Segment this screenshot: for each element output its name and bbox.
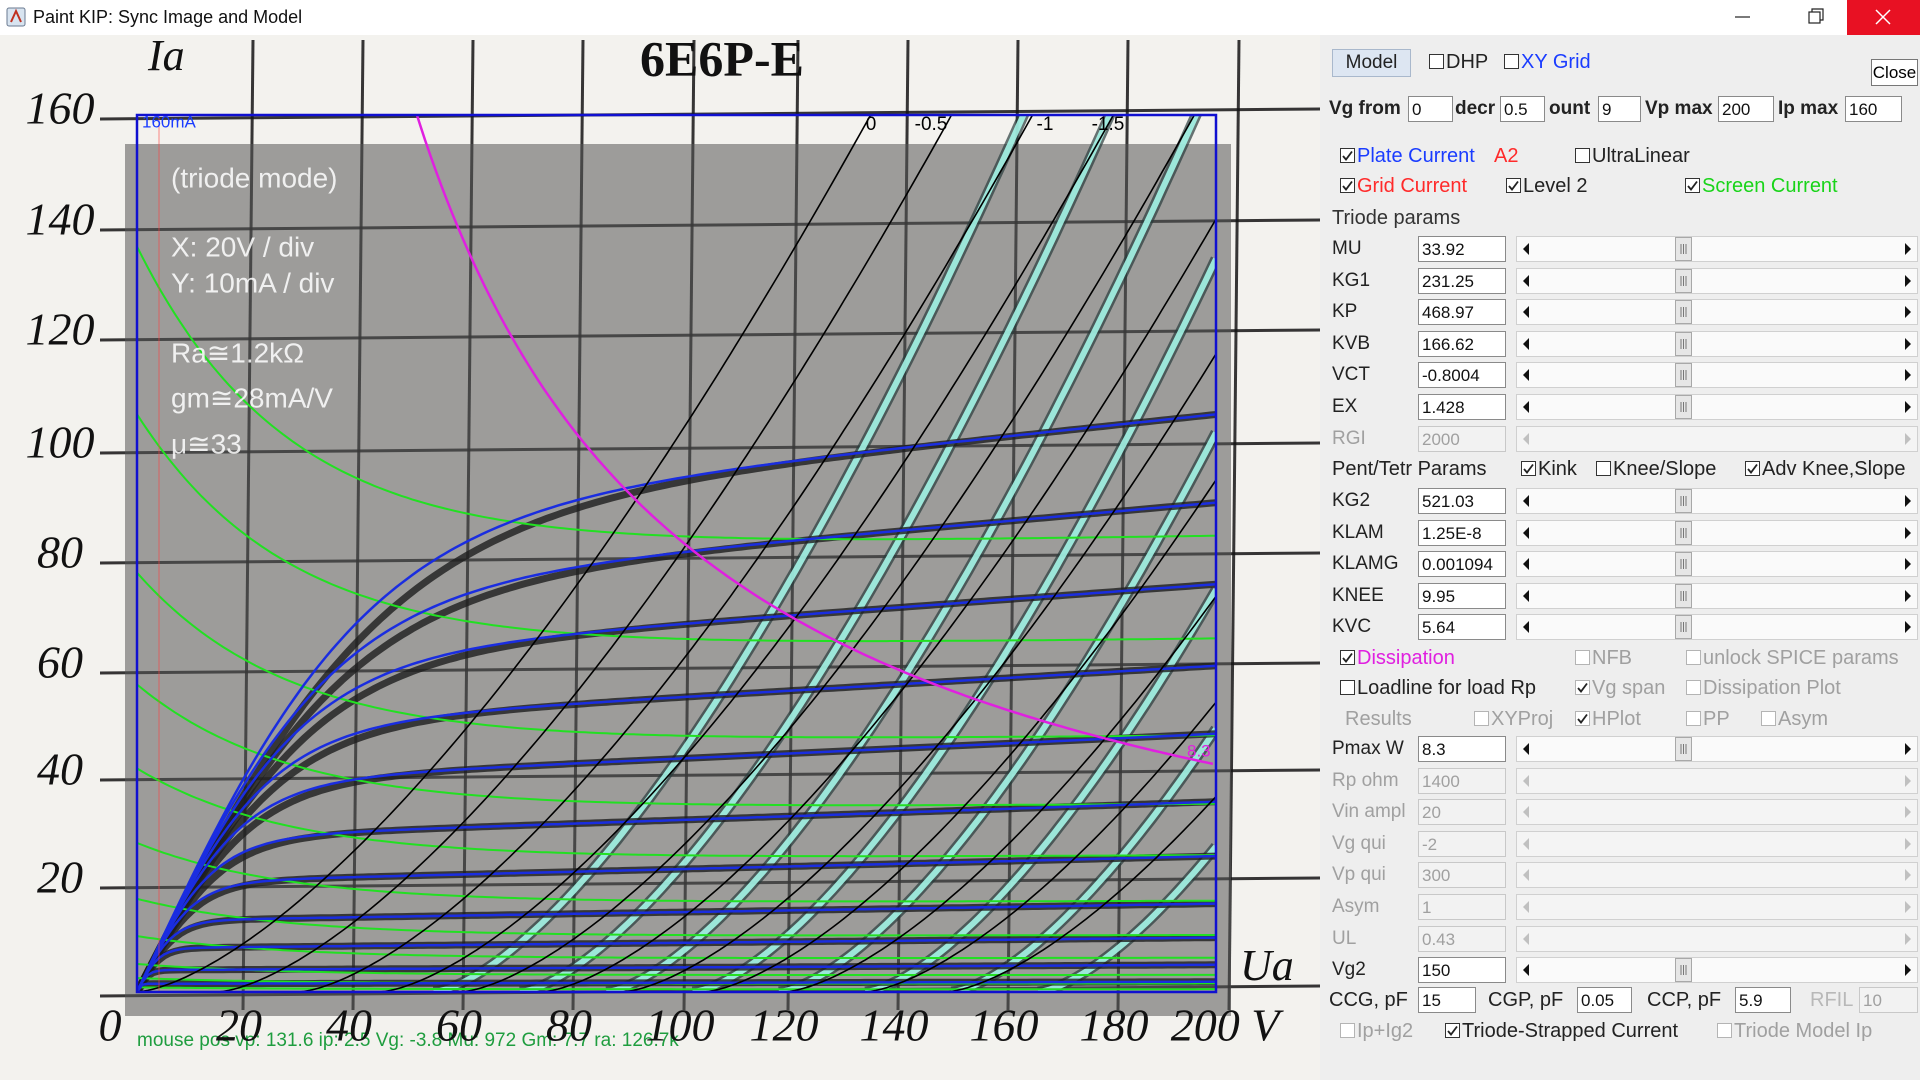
- blue-curve: [137, 963, 1216, 992]
- scan-y-label: 60: [37, 637, 83, 688]
- black-curve: [622, 353, 1216, 992]
- app-icon: [6, 7, 26, 27]
- scan-x-label: 160: [970, 1000, 1039, 1051]
- blue-curve: [137, 732, 1216, 992]
- curve-label: -0.5: [915, 114, 948, 135]
- scan-x-label: 140: [860, 1000, 929, 1051]
- scan-y-label: 100: [26, 417, 95, 468]
- curve-label: -1.5: [1092, 114, 1125, 135]
- scan-curve: [433, 115, 1027, 992]
- blue-curve: [137, 582, 1216, 992]
- blue-curve: [137, 800, 1216, 992]
- scan-curve: [605, 115, 1200, 992]
- blue-curve: [137, 902, 1216, 992]
- blue-curve: [137, 413, 1216, 992]
- scan-note: (triode mode): [171, 162, 338, 193]
- scan-y-label: 160: [26, 83, 95, 134]
- curve-label: 0: [866, 114, 877, 135]
- scan-x-label: 20: [216, 1000, 262, 1051]
- scan-x-label: 200 V: [1171, 1000, 1285, 1051]
- green-curve: [137, 897, 1216, 937]
- plot-area: 6E6P-E Ia Ua 160mA mouse pos vp: 131.6 i…: [25, 30, 1320, 1052]
- curves: [137, 115, 1216, 992]
- black-curve: [946, 795, 1216, 992]
- control-panel: [1320, 35, 1920, 1080]
- black-curve: [460, 115, 1196, 992]
- scan-y-label: 80: [37, 527, 83, 578]
- scan-axis-mark: Ia: [147, 31, 185, 80]
- blue-curve: [137, 854, 1216, 992]
- title-bar: Paint KIP: Sync Image and Model: [0, 0, 1920, 35]
- blue-curve: [137, 980, 1216, 992]
- scan-note: μ≅33: [171, 428, 242, 459]
- black-curve: [784, 595, 1216, 992]
- black-curve: [137, 115, 872, 992]
- green-curve: [137, 413, 1216, 643]
- green-curve: [137, 572, 1216, 739]
- blue-curve: [137, 664, 1216, 992]
- scan-note: X: 20V / div: [171, 231, 314, 262]
- frame-label: 160mA: [142, 112, 197, 131]
- scan-x-label: 80: [546, 1000, 592, 1051]
- scan-note: Ra≅1.2kΩ: [171, 337, 304, 368]
- window-controls[interactable]: [1710, 0, 1920, 35]
- scan-axis-mark: Ua: [1240, 941, 1294, 990]
- black-curve: [379, 115, 1115, 992]
- black-curve: [703, 479, 1216, 992]
- window-title: Paint KIP: Sync Image and Model: [33, 7, 303, 27]
- scan-x-label: 180: [1080, 1000, 1149, 1051]
- scan-x-label: 40: [326, 1000, 372, 1051]
- scan-curve: [519, 115, 1114, 992]
- scan-note: Y: 10mA / div: [171, 267, 334, 298]
- black-curve: [298, 115, 1034, 992]
- status-line: mouse pos vp: 131.6 ip: 2.5 Vg: -3.8 Mu:…: [137, 1030, 679, 1051]
- green-curve: [137, 935, 1216, 959]
- dissipation-curve: [415, 115, 1214, 766]
- green-curve: [137, 767, 1216, 858]
- scan-y-label: 20: [37, 852, 83, 903]
- black-curve: [541, 218, 1216, 992]
- dissipation-label: 8.3: [1187, 741, 1211, 760]
- scan-y-label: 140: [26, 194, 95, 245]
- green-curve: [137, 683, 1216, 807]
- black-curve: [865, 701, 1216, 992]
- black-curve: [217, 115, 953, 992]
- scan-x-label: 0: [99, 1000, 122, 1051]
- blue-curve: [137, 936, 1216, 992]
- scan-x-label: 120: [750, 1000, 819, 1051]
- scan-y-label: 120: [26, 304, 95, 355]
- scan-heading: 6E6P-E: [640, 30, 804, 86]
- model-frame: [135, 113, 1218, 994]
- tooltip: Close: [1871, 59, 1918, 86]
- scan-x-label: 60: [436, 1000, 482, 1051]
- scan-curve: [778, 431, 1216, 992]
- scan-note: gm≅28mA/V: [171, 382, 333, 413]
- scan-y-label: 40: [37, 744, 83, 795]
- curve-label: -1: [1037, 114, 1054, 135]
- blue-curve: [137, 501, 1216, 992]
- scan-x-label: 100: [646, 1000, 715, 1051]
